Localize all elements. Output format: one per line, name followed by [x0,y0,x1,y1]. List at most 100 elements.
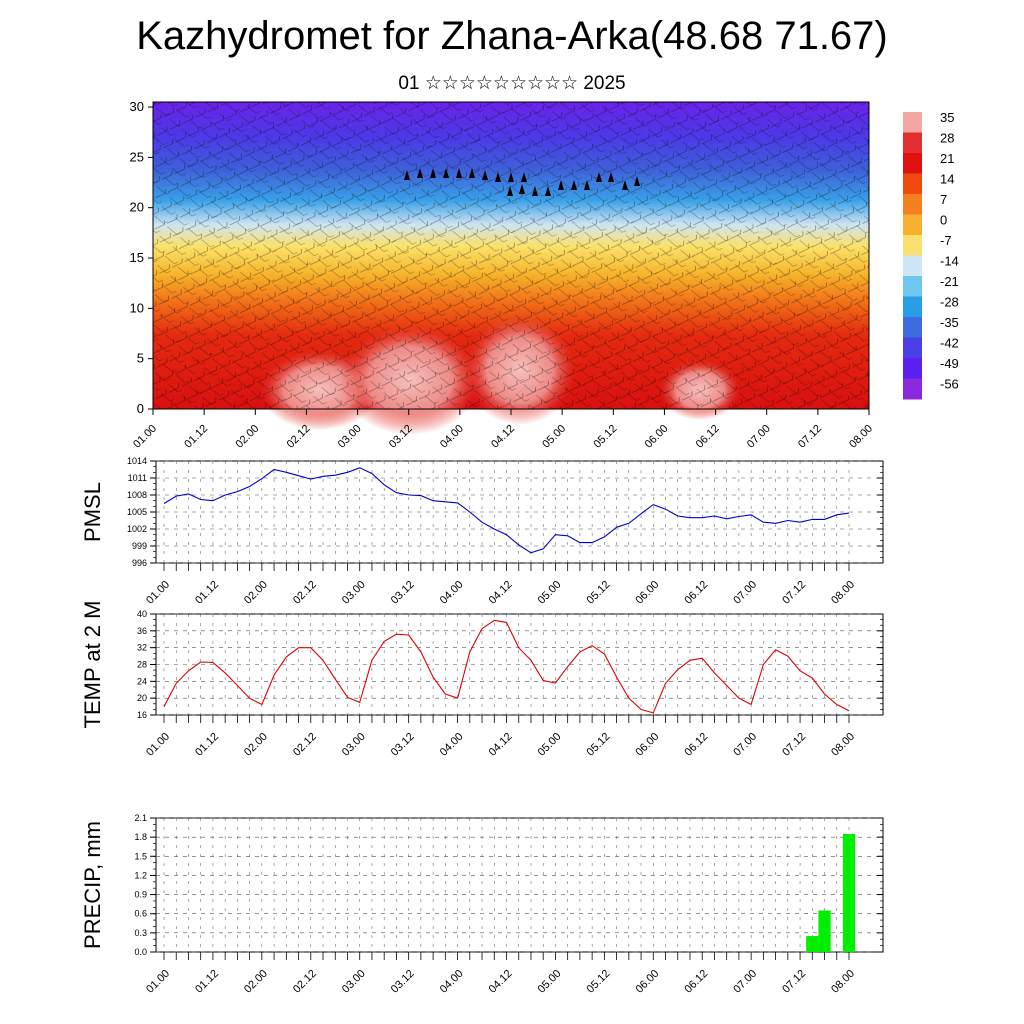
x-tick-label: 07.00 [731,968,759,996]
y-axis-label: TEMP at 2 M [80,601,105,729]
colorbar-label: -28 [940,295,959,310]
wind-flag [608,172,614,182]
y-tick-label: 999 [132,541,147,551]
x-tick-label: 03.00 [340,968,368,996]
pmsl-panel: 996 999 1002 1005 1008 1011 1014 01.00 01.12 02.0… [80,456,884,607]
colorbar-label: 14 [940,172,954,187]
x-tick-label: 01.00 [144,579,172,607]
wind-flag [508,172,514,182]
y-tick-label: 2.1 [134,813,147,823]
y-tick-label: 1008 [127,490,147,500]
x-tick-label: 03.00 [340,731,368,759]
y-axis-label: PRECIP, mm [80,821,105,949]
series-line [163,619,850,714]
x-tick-label: 04.00 [438,731,466,759]
y-tick-label: 30 [130,99,144,114]
precip-bar [818,910,831,952]
colorbar-swatch [903,296,922,318]
y-axis-label: PMSL [80,482,105,542]
colorbar-swatch [903,173,922,195]
x-tick-label: 07.00 [731,579,759,607]
y-tick-label: 16 [137,710,147,720]
wind-flag [521,172,527,182]
y-tick-label: 24 [137,676,147,686]
wind-flag [622,180,628,190]
wind-flag [558,180,564,190]
x-tick-label: 05.12 [585,579,613,607]
x-tick-label: 06.00 [633,731,661,759]
y-tick-label: 32 [137,643,147,653]
colorbar-swatch [903,112,922,133]
strong-wind-flags [404,168,640,196]
colorbar-label: -21 [940,274,959,289]
colorbar-label: -42 [940,336,959,351]
x-tick-label: 04.12 [487,731,515,759]
x-tick-label: 07.12 [780,968,808,996]
colorbar-label: 28 [940,131,954,146]
wind-flag [469,168,475,178]
x-tick-label: 04.12 [489,423,517,451]
y-tick-label: 0.0 [134,947,147,957]
x-tick-label: 01.00 [131,423,159,451]
x-tick-label: 07.00 [745,423,773,451]
chart-subtitle: 01 ☆☆☆☆☆☆☆☆☆ 2025 [398,73,626,94]
wind-flag [404,170,410,180]
x-tick-label: 07.12 [780,579,808,607]
y-tick-label: 0.6 [134,909,147,919]
x-tick-label: 01.12 [182,423,210,451]
x-tick-label: 05.00 [536,968,564,996]
y-tick-label: 10 [130,300,144,315]
series-line [163,467,850,554]
y-tick-label: 1011 [128,473,147,483]
x-tick-label: 08.00 [829,968,857,996]
x-tick-label: 03.12 [389,579,417,607]
wind-flag [596,172,602,182]
x-tick-label: 06.00 [633,579,661,607]
x-tick-label: 06.00 [643,423,671,451]
wind-flag [443,168,449,178]
temp-panel: 16 20 24 28 32 36 40 01.00 01.12 02.00 02.12 03.00 0… [80,601,884,759]
x-tick-label: 01.12 [193,579,221,607]
precip-panel: 0.0 0.3 0.6 0.9 1.2 1.5 1.8 2.1 01.00 01.12 02.00 0… [80,813,884,996]
wind-flag [571,180,577,190]
y-tick-label: 25 [130,149,144,164]
x-tick-label: 04.12 [487,968,515,996]
colorbar-swatch [903,235,922,256]
colorbar-swatch [903,317,922,338]
wind-flag [417,168,423,178]
x-tick-label: 08.00 [829,731,857,759]
x-tick-label: 04.00 [438,968,466,996]
y-tick-label: 40 [137,609,147,619]
colorbar-swatch [903,255,922,277]
x-tick-label: 02.12 [291,968,319,996]
plot-frame [155,817,884,953]
y-tick-label: 1005 [127,507,147,517]
y-tick-label: 5 [137,351,144,366]
colorbar-label: 7 [940,192,947,207]
colorbar-swatch [903,153,922,174]
y-tick-label: 20 [137,693,147,703]
x-tick-label: 04.12 [487,579,515,607]
x-tick-label: 08.00 [847,423,875,451]
colorbar-swatch [903,132,922,154]
x-tick-label: 05.12 [591,423,619,451]
y-tick-label: 28 [137,660,147,670]
y-tick-label: 0 [137,401,144,416]
x-tick-label: 05.00 [536,579,564,607]
chart-title: Kazhydromet for Zhana-Arka(48.68 71.67) [136,14,888,58]
wind-flag [519,184,525,194]
x-tick-label: 07.00 [731,731,759,759]
x-tick-label: 01.12 [193,968,221,996]
x-tick-label: 01.00 [144,968,172,996]
x-tick-label: 02.00 [242,968,270,996]
colorbar-swatch [903,337,922,359]
y-tick-label: 1002 [127,524,147,534]
x-tick-label: 05.00 [540,423,568,451]
x-tick-label: 03.12 [389,968,417,996]
precip-bar [806,936,819,952]
wind-flag [482,170,488,180]
wind-flag [584,180,590,190]
y-tick-label: 36 [137,626,147,636]
